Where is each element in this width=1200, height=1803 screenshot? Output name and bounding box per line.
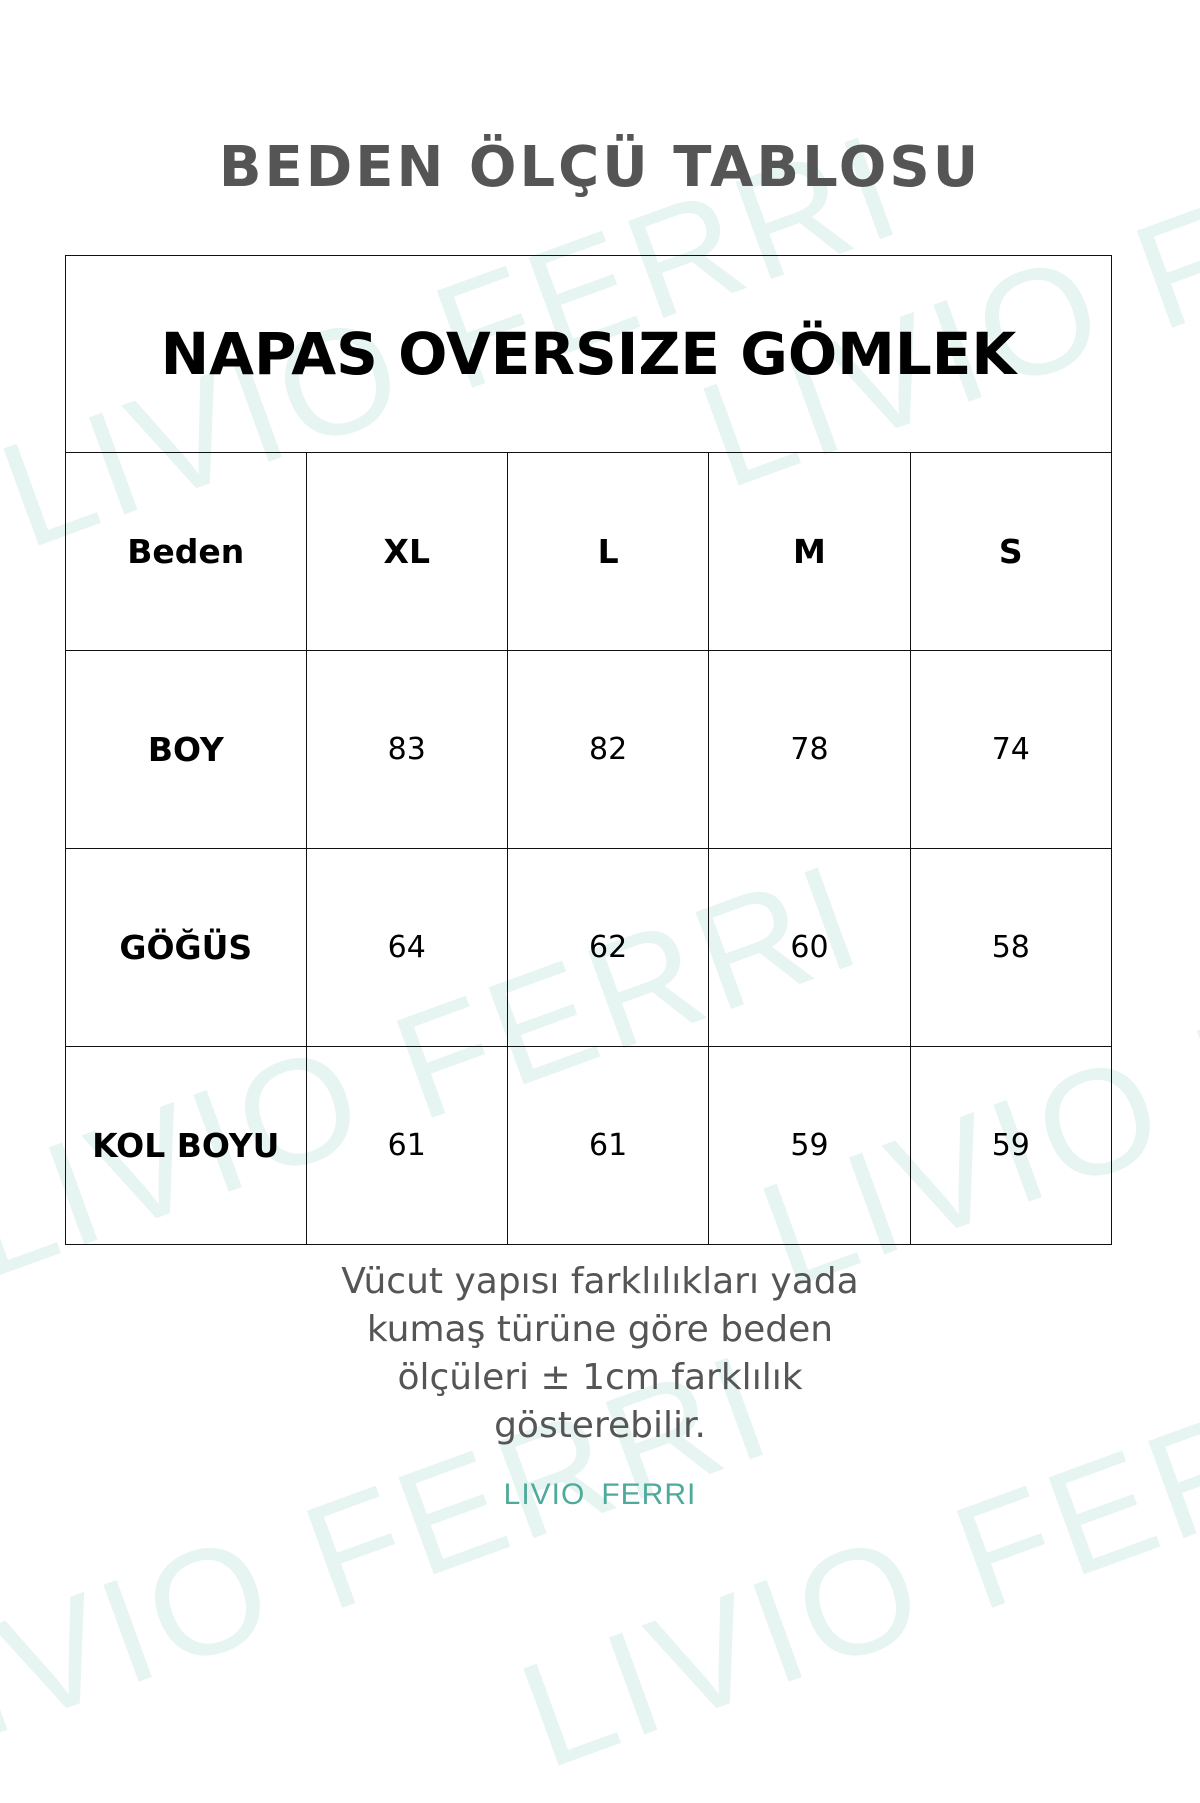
- logo-word: LIVIO: [503, 1478, 586, 1511]
- cell: 78: [708, 650, 911, 849]
- row-label: BOY: [65, 650, 307, 849]
- cell: 61: [305, 1046, 508, 1245]
- header-cell: XL: [305, 452, 508, 651]
- header-cell: Beden: [65, 452, 307, 651]
- cell: 62: [506, 848, 710, 1047]
- cell: 64: [305, 848, 508, 1047]
- cell: 82: [506, 650, 710, 849]
- header-cell: L: [506, 452, 710, 651]
- table-row: GÖĞÜS 64 62 60 58: [65, 848, 1113, 1047]
- row-label: KOL BOYU: [65, 1046, 307, 1245]
- cell: 59: [909, 1046, 1113, 1245]
- cell: 58: [909, 848, 1113, 1047]
- cell: 60: [708, 848, 911, 1047]
- table-row: KOL BOYU 61 61 59 59: [65, 1046, 1113, 1245]
- size-note: Vücut yapısı farklılıkları yada kumaş tü…: [341, 1261, 859, 1446]
- cell: 59: [708, 1046, 911, 1245]
- cell: 61: [506, 1046, 710, 1245]
- page-title: BEDEN ÖLÇÜ TABLOSU: [218, 135, 982, 200]
- brand-logo: LIVIO FERRI: [0, 1478, 1200, 1512]
- row-label: GÖĞÜS: [65, 848, 307, 1047]
- cell: 83: [305, 650, 508, 849]
- header-cell: M: [708, 452, 911, 651]
- logo-word: FERRI: [601, 1478, 697, 1511]
- header-cell: S: [909, 452, 1113, 651]
- table-header-row: Beden XL L M S: [65, 452, 1113, 651]
- size-table: NAPAS OVERSIZE GÖMLEK Beden XL L M S BOY…: [65, 255, 1113, 1245]
- cell: 74: [909, 650, 1113, 849]
- product-title: NAPAS OVERSIZE GÖMLEK: [65, 255, 1112, 453]
- table-row: BOY 83 82 78 74: [65, 650, 1113, 849]
